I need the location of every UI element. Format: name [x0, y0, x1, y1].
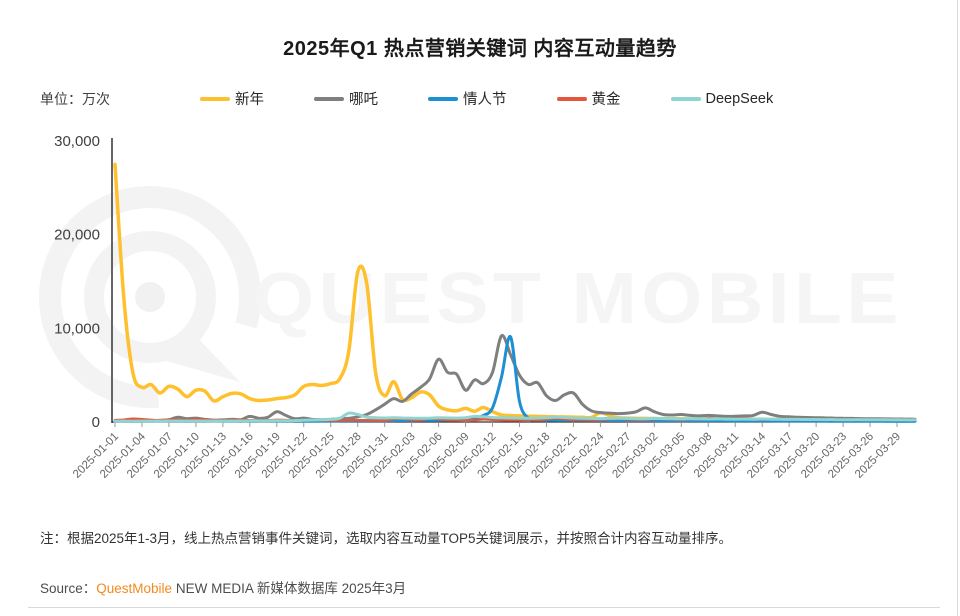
- legend-label: 新年: [235, 92, 264, 108]
- legend-swatch: [670, 96, 701, 101]
- legend-item-1: 哪吒: [314, 88, 378, 109]
- legend-swatch: [200, 96, 230, 101]
- watermark-text: QUEST MOBILE: [253, 259, 903, 339]
- unit-label: 单位：万次: [40, 90, 110, 107]
- source-prefix: Source：: [40, 581, 97, 596]
- legend-swatch: [314, 96, 344, 101]
- legend-swatch: [556, 96, 587, 101]
- y-axis-label: 20,000: [54, 227, 100, 244]
- legend-swatch: [428, 96, 458, 101]
- watermark-logo-tail: [156, 330, 240, 382]
- legend-item-0: 新年: [200, 88, 264, 109]
- legend-label: 黄金: [591, 92, 621, 108]
- page-title: 2025年Q1 热点营销关键词 内容互动量趋势: [283, 38, 677, 60]
- y-axis-label: 10,000: [54, 320, 100, 337]
- legend-row: 单位：万次 新年 哪吒 情人节 黄金 DeepSeek: [40, 88, 930, 109]
- y-axis-label: 30,000: [54, 133, 100, 150]
- source-brand: QuestMobile: [96, 581, 173, 596]
- legend-label: 情人节: [463, 92, 507, 108]
- watermark-logo-ring: [84, 231, 216, 363]
- source-suffix: NEW MEDIA 新媒体数据库 2025年3月: [172, 581, 407, 596]
- y-axis-label: 0: [92, 414, 100, 431]
- watermark-logo-dot: [135, 282, 165, 312]
- legend-label: 哪吒: [349, 92, 378, 108]
- legend-item-4: DeepSeek: [670, 90, 774, 107]
- slide-right-border: [957, 0, 958, 616]
- legend-item-3: 黄金: [556, 88, 621, 109]
- source-line: Source：QuestMobile NEW MEDIA 新媒体数据库 2025…: [40, 577, 406, 597]
- series-line-DeepSeek: [113, 411, 917, 423]
- legend-item-2: 情人节: [428, 88, 507, 109]
- note-text: 注：根据2025年1-3月，线上热点营销事件关键词，选取内容互动量TOP5关键词…: [40, 531, 733, 546]
- legend-label: DeepSeek: [705, 90, 774, 107]
- chart-legend: 新年 哪吒 情人节 黄金 DeepSeek: [200, 88, 773, 109]
- slide-bottom-border: [28, 607, 940, 608]
- questmobile-watermark: QUEST MOBILE: [39, 186, 903, 408]
